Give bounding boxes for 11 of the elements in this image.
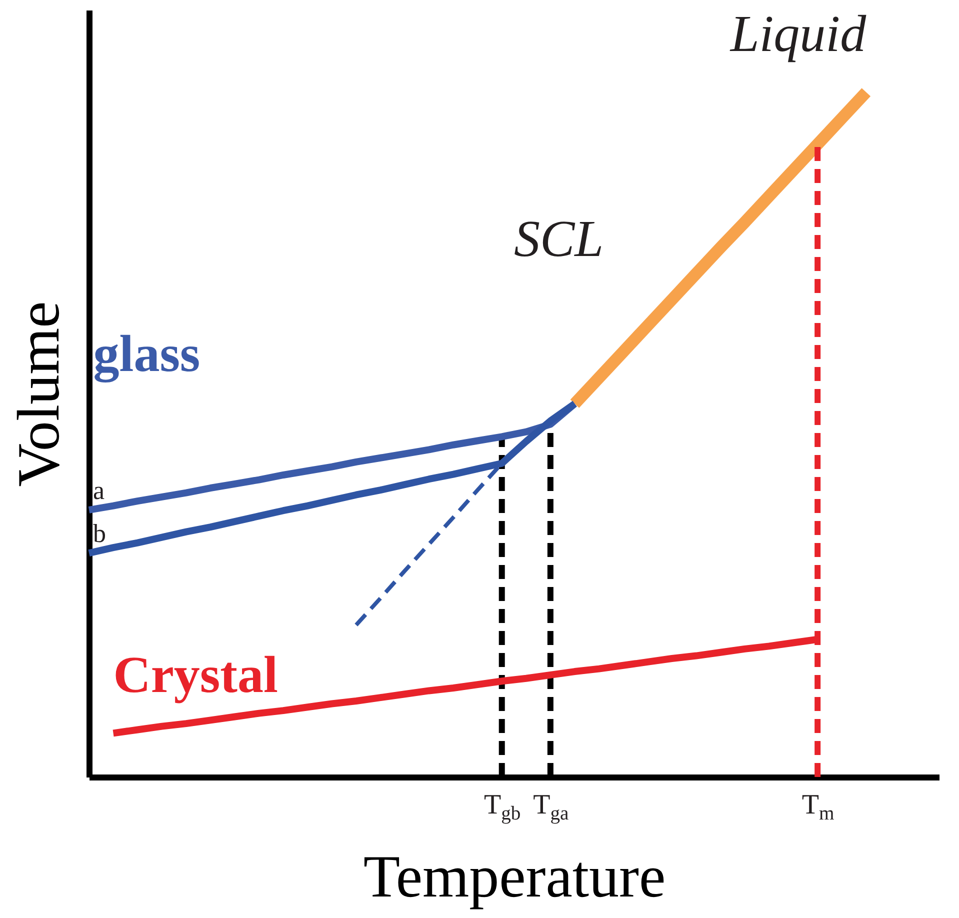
x-tick-label: T$_{ga}$ [533,790,570,824]
x-axis-title: Temperature [363,844,666,910]
series-label: Liquid [729,6,868,64]
annotation: SCL [514,211,604,268]
x-tick-label: T$_{m}$ [802,790,834,824]
series-label: a [93,476,105,505]
annotation: glass [93,326,200,384]
x-tick-label: T$_{gb}$ [484,790,521,824]
y-axis-title: Volume [6,301,72,487]
series-label: Crystal [113,647,278,704]
series-label: b [93,519,106,548]
